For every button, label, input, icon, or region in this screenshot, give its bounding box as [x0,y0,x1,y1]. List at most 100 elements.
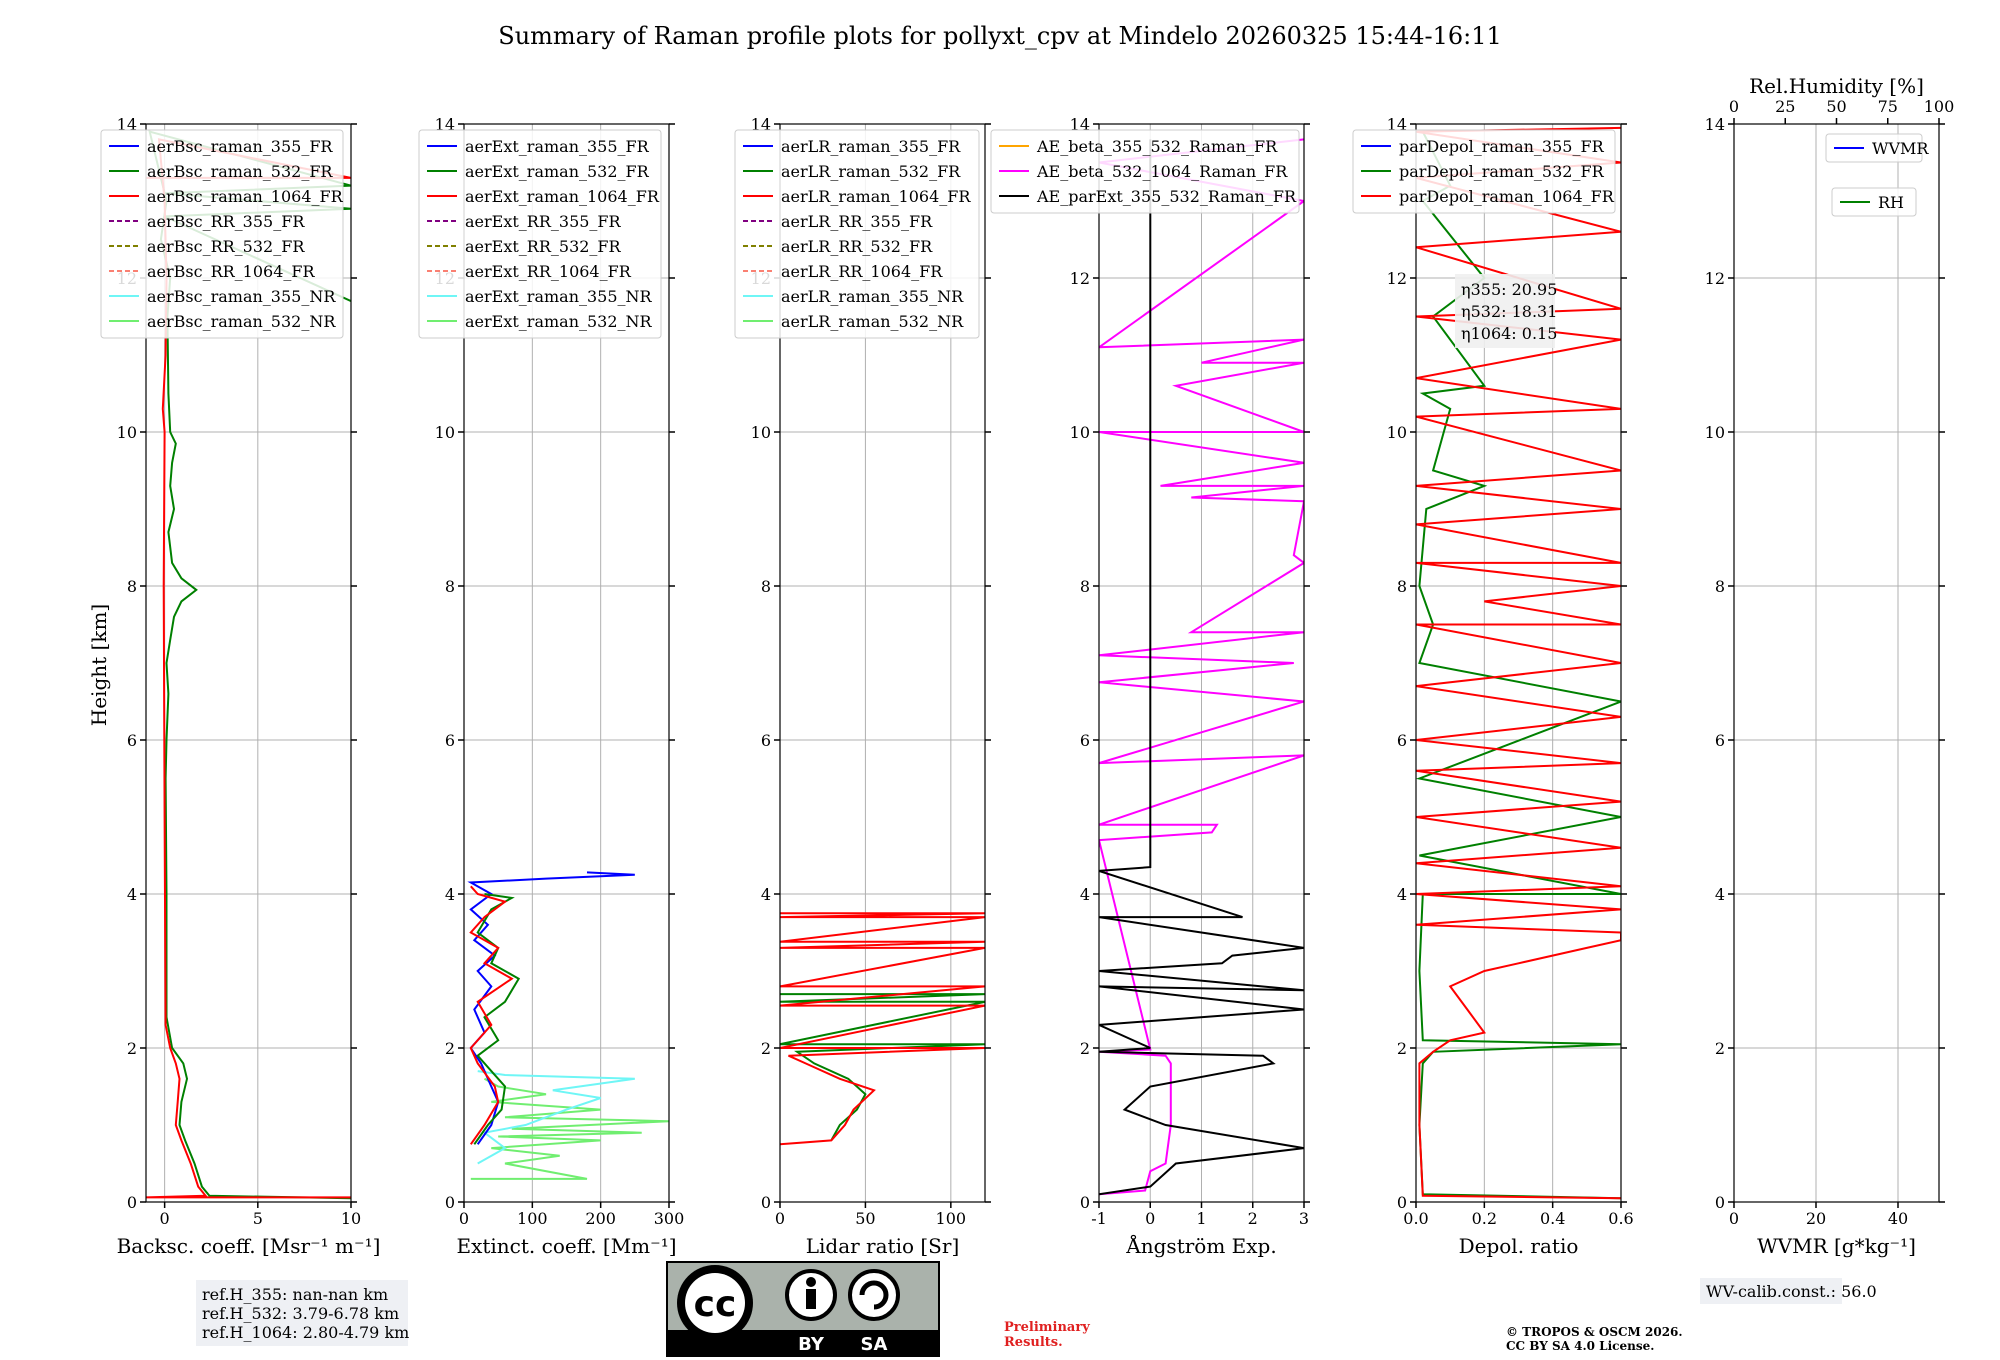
x-tick-label: 0 [775,1209,785,1228]
y-tick-label: 6 [1397,731,1407,750]
x-tick-label: -1 [1091,1209,1107,1228]
legend-box: aerExt_raman_355_FR aerExt_raman_532_FRae… [418,129,662,339]
x-tick-label: 300 [654,1209,685,1228]
legend-label: aerLR_RR_355_FR [781,212,933,231]
copyright-line-1: © TROPOS & OSCM 2026. [1506,1325,1683,1339]
series-line-aerExt_raman_532_NR [470,1077,669,1180]
y-tick-label: 8 [761,577,771,596]
axes-frame [1415,123,1622,1203]
legend-box: aerLR_raman_355_FR aerLR_raman_532_FR aerL… [734,129,980,339]
series-line-aerExt_raman_355_FR [467,871,635,1145]
legend-label: aerExt_raman_355_FR [465,137,650,156]
results-label: Results. [1004,1335,1063,1350]
y-tick-label: 0 [445,1193,455,1212]
x-tick-label: 200 [585,1209,616,1228]
y-tick-label: 4 [445,885,455,904]
y-tick-label: 14 [751,115,771,134]
x-tick-label: 0.6 [1608,1209,1633,1228]
y-tick-label: 4 [1715,885,1725,904]
y-tick-label: 8 [127,577,137,596]
legend-label: aerLR_raman_532_NR [781,312,964,331]
x-axis-label: Extinct. coeff. [Mm⁻¹] [456,1234,676,1258]
y-tick-label: 4 [1397,885,1407,904]
y-tick-label: 10 [117,423,137,442]
series-line-aerLR_raman_1064_FR [780,912,985,1146]
y-tick-label: 10 [1705,423,1725,442]
y-tick-label: 10 [751,423,771,442]
legend-label: aerBsc_raman_355_NR [147,287,336,306]
legend-box: RH [1831,187,1917,217]
x-tick-label: 5 [253,1209,263,1228]
y-tick-label: 8 [445,577,455,596]
x-tick-label: 3 [1299,1209,1309,1228]
ref-height-box: ref.H_355: nan-nan km ref.H_532: 3.79-6.… [196,1280,409,1346]
series-group [780,912,985,1146]
legend-box: aerBsc_raman_355_FR aerBsc_raman_532_FRae… [100,129,344,339]
legend-label: aerBsc_raman_355_FR [147,137,333,156]
y-tick-label: 0 [127,1193,137,1212]
x-tick-label: 0.0 [1403,1209,1428,1228]
axes-frame [779,123,986,1203]
legend-label: aerExt_RR_355_FR [465,212,622,231]
y-tick-label: 0 [761,1193,771,1212]
legend-label: aerBsc_raman_532_FR [147,162,333,181]
chart-panels: 0 2 4 6 8 10 12 14 0 5 10 Backsc. coeff. [Msr⁻¹ m⁻¹… [100,74,1955,1258]
y-tick-label: 4 [127,885,137,904]
legend-frame [734,129,980,339]
y-tick-label: 6 [445,731,455,750]
ref-h-1064: ref.H_1064: 2.80-4.79 km [202,1323,409,1342]
legend-label: aerExt_raman_1064_FR [465,187,660,206]
x-axis-label: Backsc. coeff. [Msr⁻¹ m⁻¹] [117,1234,381,1258]
legend-label: AE_parExt_355_532_Raman_FR [1036,187,1297,206]
top-x-tick-label: 25 [1775,97,1795,116]
legend-label: parDepol_raman_355_FR [1399,137,1605,156]
y-tick-label: 6 [1080,731,1090,750]
y-tick-label: 14 [1705,115,1725,134]
y-tick-label: 10 [1387,423,1407,442]
copyright-line-2: CC BY SA 4.0 License. [1506,1339,1654,1353]
top-x-axis-label: Rel.Humidity [%] [1749,74,1924,98]
y-tick-label: 8 [1397,577,1407,596]
y-tick-label: 4 [761,885,771,904]
series-line-AE_parExt_355_532_Raman_FR [1099,139,1304,1196]
legend-label: aerLR_raman_532_FR [781,162,961,181]
legend-label: aerBsc_raman_532_NR [147,312,336,331]
series-group [1099,138,1304,1196]
legend-label: aerExt_raman_532_NR [465,312,653,331]
y-tick-label: 4 [1080,885,1090,904]
sa-text: SA [861,1334,888,1355]
y-tick-label: 8 [1080,577,1090,596]
x-tick-label: 10 [341,1209,361,1228]
legend-label: aerLR_raman_1064_FR [781,187,971,206]
ref-h-355: ref.H_355: nan-nan km [202,1285,388,1304]
legend-frame [418,129,662,339]
series-line-aerLR_raman_532_FR [780,993,985,1141]
y-tick-label: 12 [1705,269,1725,288]
y-tick-label: 2 [1715,1039,1725,1058]
x-tick-label: 50 [855,1209,875,1228]
series-group [467,871,669,1180]
wv-calib-text: WV-calib.const.: 56.0 [1706,1282,1877,1301]
legend-label: aerLR_RR_1064_FR [781,262,943,281]
x-axis-label: Lidar ratio [Sr] [806,1234,960,1258]
series-line-aerExt_raman_355_NR [477,1070,635,1165]
y-tick-label: 2 [445,1039,455,1058]
eta-label: η355: 20.95 [1461,280,1557,299]
y-tick-label: 2 [127,1039,137,1058]
legend-label: aerLR_RR_532_FR [781,237,933,256]
legend-label: AE_beta_532_1064_Raman_FR [1036,162,1288,181]
x-axis-label: WVMR [g*kg⁻¹] [1757,1234,1916,1258]
y-tick-label: 2 [1397,1039,1407,1058]
legend-frame [100,129,344,339]
legend-label: parDepol_raman_532_FR [1399,162,1605,181]
eta-label: η532: 18.31 [1461,302,1557,321]
y-axis-label: Height [km] [87,604,111,726]
y-tick-label: 14 [1070,115,1090,134]
ref-h-532: ref.H_532: 3.79-6.78 km [202,1304,399,1323]
legend-label: aerLR_raman_355_NR [781,287,964,306]
y-tick-label: 14 [435,115,455,134]
axes-frame [1733,123,1940,1203]
x-tick-label: 20 [1806,1209,1826,1228]
